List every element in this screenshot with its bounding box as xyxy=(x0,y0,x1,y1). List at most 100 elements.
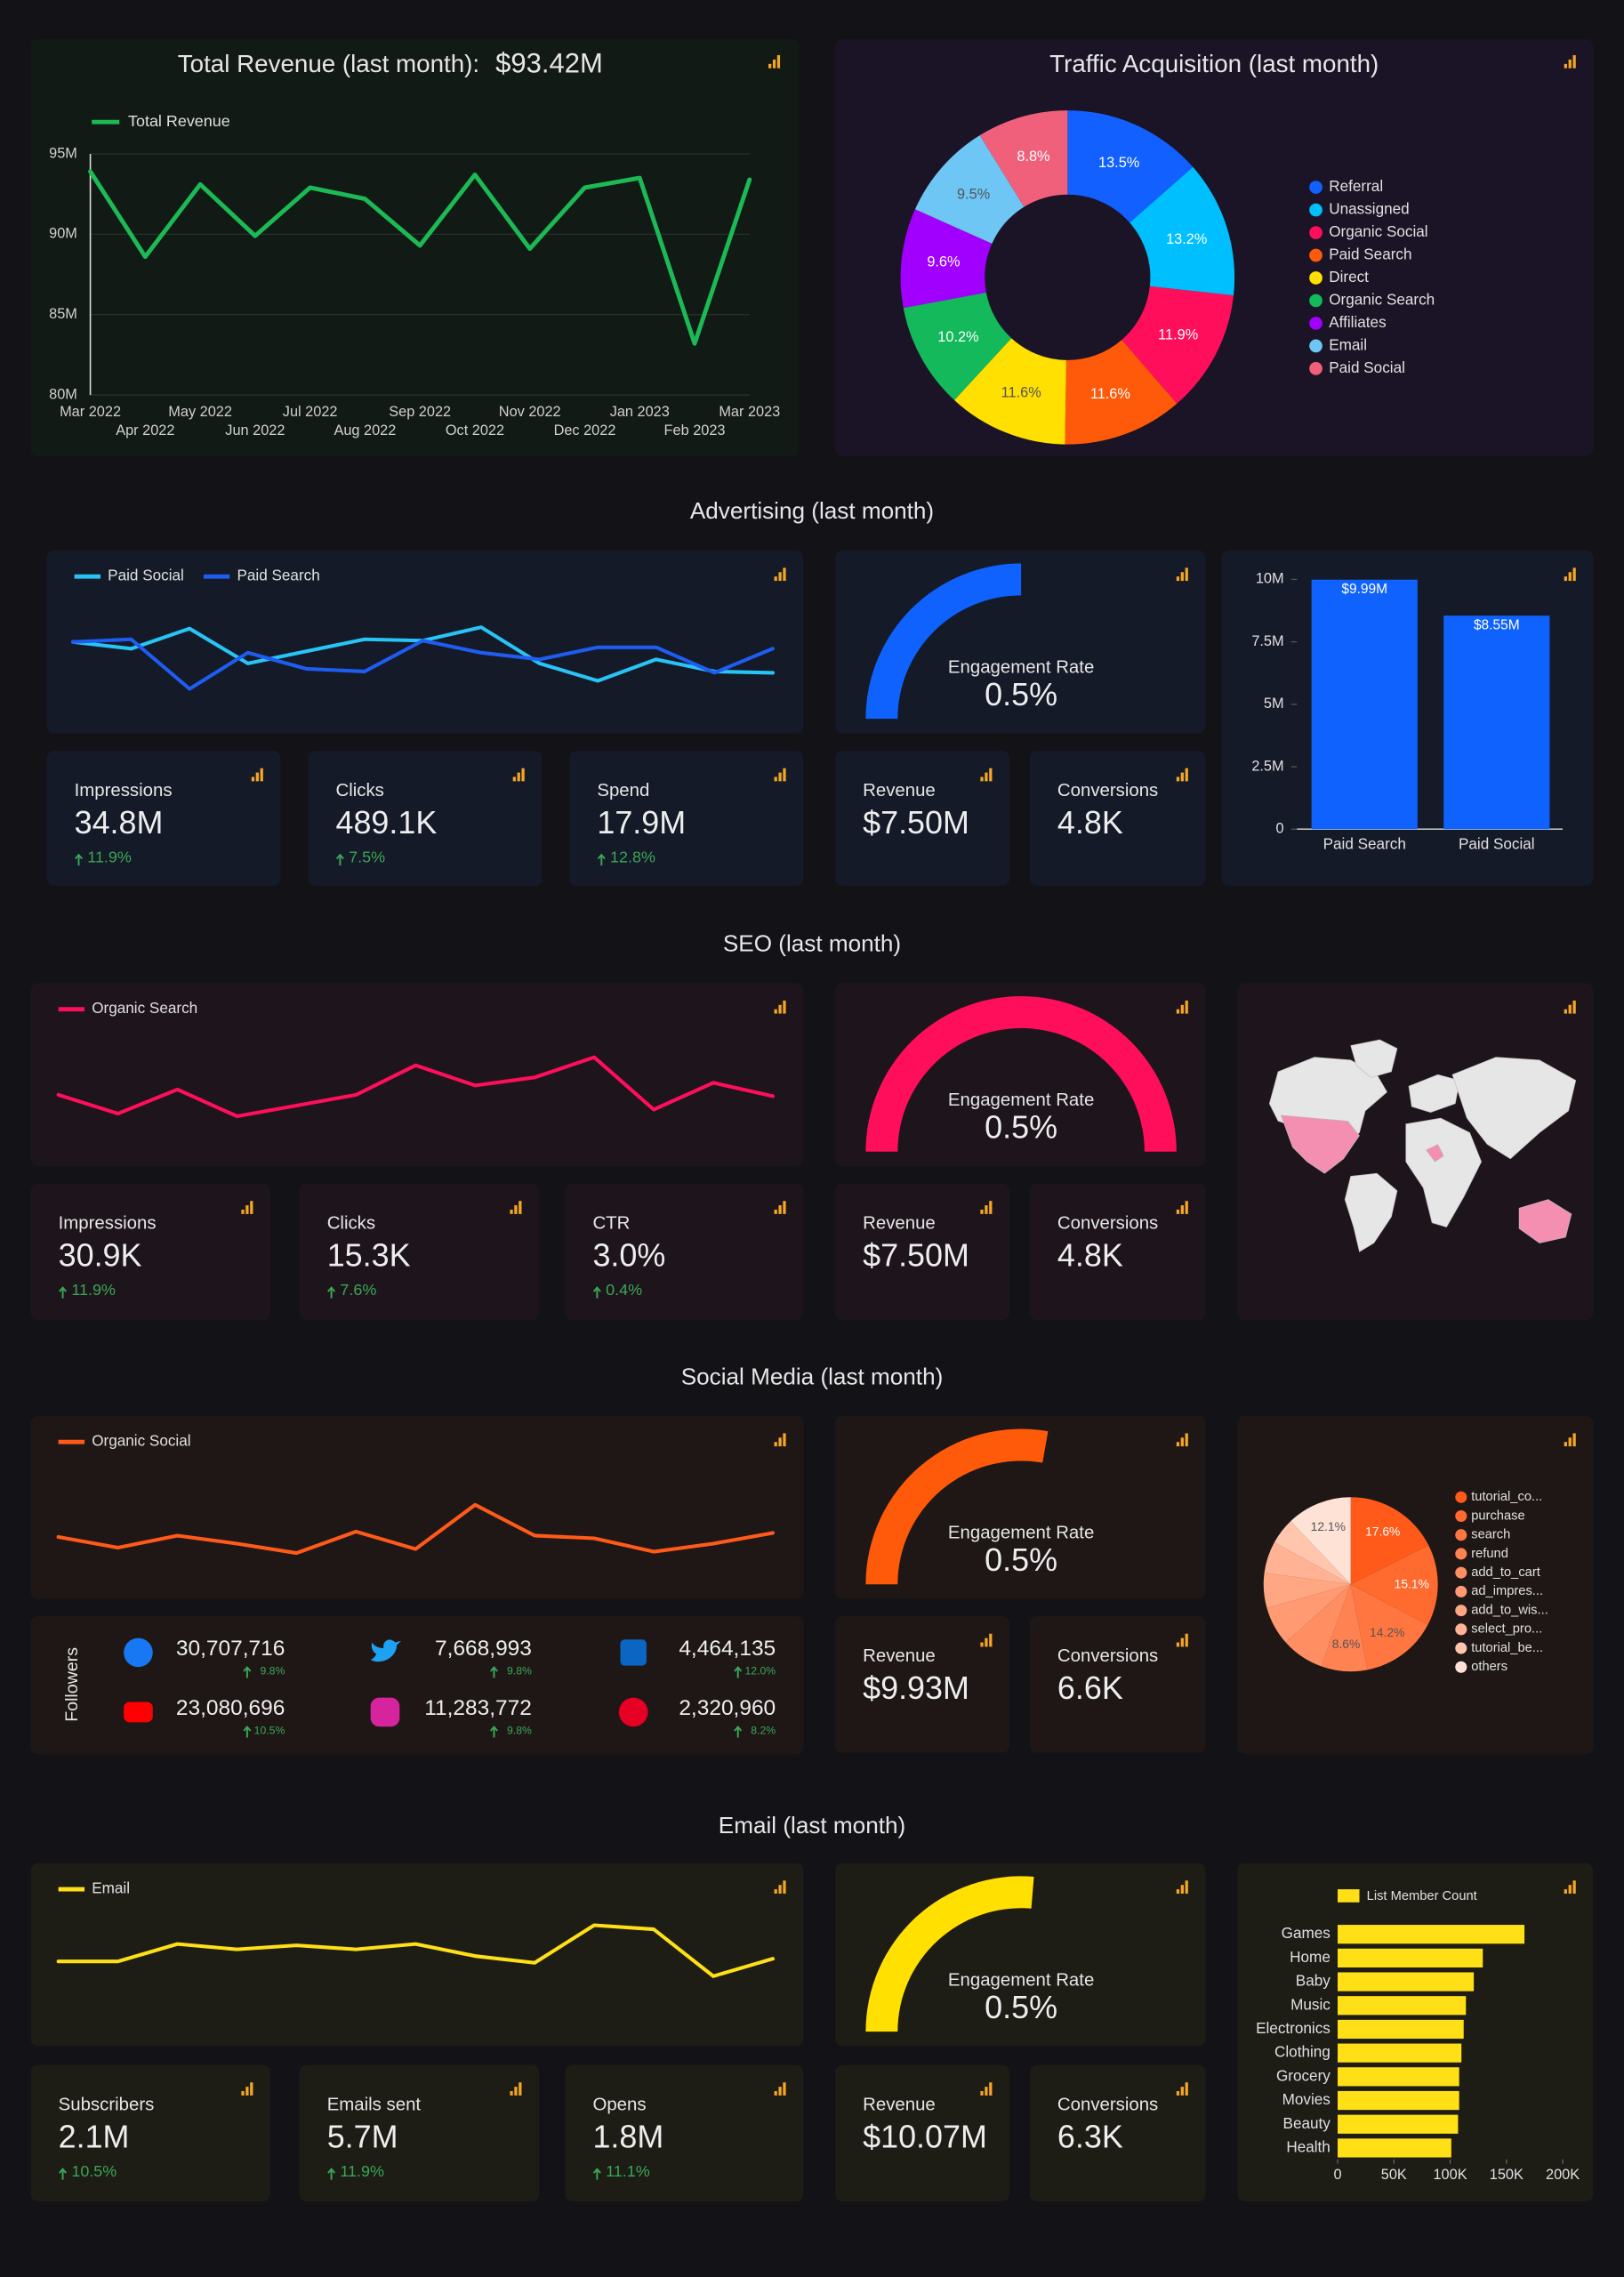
chart-icon xyxy=(778,1437,782,1447)
kpi-value: 4.8K xyxy=(1057,1236,1123,1273)
panel xyxy=(835,2064,1010,2202)
kpi-value: $7.50M xyxy=(863,1236,969,1273)
gauge-arc xyxy=(865,1876,1034,2032)
follower-change: 12.0% xyxy=(744,1664,776,1677)
chart-icon xyxy=(1180,772,1184,782)
chart-icon xyxy=(519,2082,522,2096)
chart-icon xyxy=(772,59,776,68)
slice xyxy=(1263,1573,1351,1608)
up-arrow xyxy=(327,2168,336,2180)
y-tick-label: Clothing xyxy=(1274,2043,1331,2061)
chart-icon xyxy=(1185,1633,1188,1647)
follower-count: 2,320,960 xyxy=(679,1696,776,1720)
follower-change: 9.8% xyxy=(507,1664,532,1677)
kpi-label: Subscribers xyxy=(59,2096,155,2115)
chart-icon xyxy=(521,768,525,782)
follower-count: 7,668,993 xyxy=(435,1637,532,1661)
chart-icon xyxy=(260,768,263,782)
legend-label: Organic Social xyxy=(92,1432,190,1450)
chart-icon xyxy=(241,2091,245,2096)
legend-swatch xyxy=(1455,1661,1467,1673)
chart-icon xyxy=(1185,1880,1188,1894)
legend-swatch xyxy=(1309,226,1323,239)
legend-swatch xyxy=(1455,1548,1467,1560)
x-tick-label: Apr 2022 xyxy=(116,422,174,439)
up-arrow xyxy=(592,1286,601,1299)
chart-icon xyxy=(1572,55,1576,68)
up-arrow xyxy=(489,1726,498,1738)
panel xyxy=(1029,1616,1206,1753)
up-arrow xyxy=(327,1286,336,1299)
chart-icon xyxy=(1572,1433,1576,1447)
follower-change: 9.8% xyxy=(507,1724,532,1736)
legend-swatch xyxy=(1309,203,1323,217)
legend-swatch xyxy=(1309,181,1323,194)
chart-icon xyxy=(774,1889,777,1894)
slice-label: 17.6% xyxy=(1365,1525,1400,1539)
panel xyxy=(565,2064,804,2202)
chart-icon xyxy=(517,772,520,782)
chart-icon xyxy=(1180,1637,1184,1647)
x-tick-label: Jul 2022 xyxy=(283,404,338,420)
kpi-change: 11.9% xyxy=(340,2162,384,2180)
legend-label: Paid Search xyxy=(1329,245,1411,263)
up-arrow xyxy=(59,1286,68,1299)
panel xyxy=(30,1415,804,1599)
panel xyxy=(569,751,804,886)
chart-icon xyxy=(1180,1885,1184,1894)
slice xyxy=(900,209,993,309)
chart-icon xyxy=(989,1201,993,1214)
panel xyxy=(835,1616,1010,1753)
kpi-change: 11.1% xyxy=(606,2162,650,2180)
chart-icon xyxy=(778,572,782,582)
legend-label: Organic Search xyxy=(92,999,197,1017)
x-tick-label: Mar 2023 xyxy=(719,404,780,420)
chart-icon xyxy=(774,1442,777,1447)
kpi-label: Revenue xyxy=(863,2096,936,2115)
chart-icon xyxy=(783,567,786,582)
chart-icon xyxy=(980,776,984,782)
legend-swatch xyxy=(1309,317,1323,330)
y-tick-label: Movies xyxy=(1282,2090,1331,2108)
kpi-value: $7.50M xyxy=(863,804,969,841)
youtube-icon xyxy=(124,1702,153,1723)
legend-label: purchase xyxy=(1471,1509,1524,1523)
bar xyxy=(1338,1996,1467,2016)
chart-icon xyxy=(1176,1442,1180,1447)
chart-icon xyxy=(1180,1004,1184,1014)
up-arrow xyxy=(489,1666,498,1678)
kpi-label: Conversions xyxy=(1057,2096,1158,2115)
chart-icon xyxy=(1564,63,1567,68)
panel xyxy=(30,39,800,456)
facebook-icon xyxy=(124,1637,153,1668)
line-series xyxy=(70,637,775,691)
slice-label: 14.2% xyxy=(1370,1625,1404,1639)
chart-icon xyxy=(985,2087,988,2096)
kpi-label: Opens xyxy=(592,2096,646,2115)
kpi-label: Conversions xyxy=(1057,1646,1158,1666)
slice-label: 11.9% xyxy=(1158,326,1198,342)
chart-icon xyxy=(1572,567,1576,582)
legend-swatch xyxy=(1455,1623,1467,1636)
slice-label: 9.5% xyxy=(957,187,990,203)
chart-icon xyxy=(985,1637,988,1647)
chart-icon xyxy=(512,776,516,782)
chart-icon xyxy=(1176,1009,1180,1014)
x-tick-label: Dec 2022 xyxy=(554,422,616,439)
chart-icon xyxy=(783,1880,786,1894)
panel xyxy=(835,1183,1010,1321)
y-tick-label: Baby xyxy=(1296,1972,1331,1990)
slice xyxy=(1274,1521,1351,1585)
panel xyxy=(1029,1183,1206,1321)
panel xyxy=(299,2064,540,2202)
chart-icon xyxy=(989,2082,993,2096)
legend-label: tutorial_co... xyxy=(1471,1490,1542,1504)
kpi-value: 5.7M xyxy=(327,2118,398,2154)
legend-label: tutorial_be... xyxy=(1471,1641,1543,1655)
x-tick-label: Feb 2023 xyxy=(664,422,726,439)
legend-swatch xyxy=(1455,1566,1467,1579)
chart-icon xyxy=(1176,776,1180,782)
slice-label: 11.6% xyxy=(1090,386,1130,402)
